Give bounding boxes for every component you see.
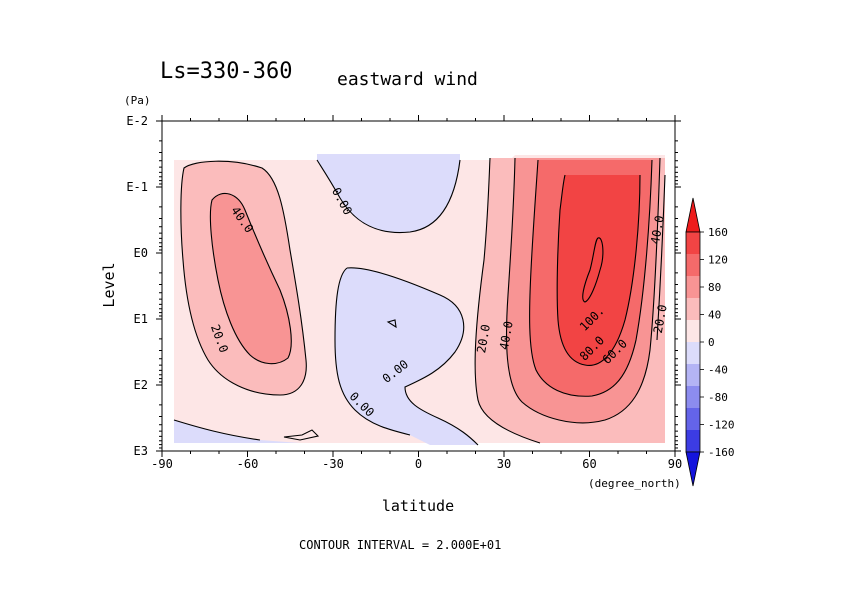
x-tick-label: -60 [237, 457, 259, 471]
contour-nh-100 [582, 237, 604, 303]
contour-label: 20.0 [474, 323, 493, 354]
contour-small-loop [283, 429, 320, 441]
colorbar-swatch [686, 232, 700, 254]
contour-nh-20-east [656, 174, 666, 341]
x-tick-label: 60 [582, 457, 596, 471]
x-axis-label: latitude [382, 497, 454, 515]
colorbar-swatch [686, 298, 700, 320]
contour-label: 20.0 [651, 303, 670, 334]
contour-sh-20 [180, 160, 307, 396]
contour-zero-middle [346, 267, 479, 446]
axis-minor-ticks [156, 115, 681, 457]
band-neg-middle [335, 267, 478, 445]
x-axis-tick-labels: -90 -60 -30 0 30 60 90 [151, 457, 682, 471]
colorbar-label: -160 [708, 446, 735, 459]
colorbar-swatch [686, 364, 700, 386]
y-tick-label: E0 [134, 246, 148, 260]
contour-label: 40.0 [497, 320, 516, 351]
contour-label: 40.0 [648, 214, 667, 245]
y-tick-label: E2 [134, 378, 148, 392]
contour-nh-80 [556, 174, 641, 366]
band-neg-bottom [174, 420, 300, 443]
contour-zero-bottom [173, 419, 261, 441]
colorbar-swatch [686, 386, 700, 408]
colorbar-label: -40 [708, 364, 728, 377]
colorbar-swatch [686, 430, 700, 452]
filled-contours [174, 154, 665, 445]
y-tick-label: E3 [134, 444, 148, 458]
x-tick-label: 30 [497, 457, 511, 471]
colorbar-label: -80 [708, 391, 728, 404]
x-tick-label: 90 [668, 457, 682, 471]
colorbar: 160 120 80 40 0 -40 -80 -120 -160 [685, 197, 735, 487]
y-tick-label: E-1 [126, 180, 148, 194]
colorbar-label: 120 [708, 254, 728, 267]
band-neg-upper [317, 154, 460, 233]
contour-zero-upper [316, 159, 461, 234]
x-tick-label: -90 [151, 457, 173, 471]
colorbar-label: 80 [708, 281, 721, 294]
contour-nh-20 [474, 157, 541, 444]
colorbar-bottom-arrow [685, 451, 701, 487]
colorbar-swatch [686, 320, 700, 342]
chart-title-right: eastward wind [337, 69, 478, 90]
y-axis-tick-labels: E-2 E-1 E0 E1 E2 E3 [126, 114, 148, 458]
colorbar-label: 40 [708, 309, 721, 322]
band-nh-80-100 [557, 175, 640, 366]
colorbar-swatch [686, 254, 700, 276]
y-axis-unit: (Pa) [124, 94, 151, 107]
y-tick-label: E-2 [126, 114, 148, 128]
colorbar-label: -120 [708, 419, 735, 432]
contour-small-dot [386, 319, 397, 329]
contour-nh-60 [529, 159, 653, 397]
contour-nh-40 [505, 157, 661, 424]
y-axis-label: Level [100, 262, 118, 307]
colorbar-top-arrow [685, 197, 701, 233]
y-tick-label: E1 [134, 312, 148, 326]
contour-interval-note: CONTOUR INTERVAL = 2.000E+01 [299, 538, 501, 552]
band-sh-40-60 [210, 193, 292, 364]
colorbar-swatch [686, 342, 700, 364]
contour-zero-middle-west [334, 267, 411, 436]
contour-sh-40 [209, 192, 292, 365]
colorbar-swatch [686, 408, 700, 430]
contour-lines [173, 157, 666, 446]
colorbar-label: 160 [708, 226, 728, 239]
x-tick-label: 0 [415, 457, 422, 471]
x-tick-label: -30 [322, 457, 344, 471]
colorbar-label: 0 [708, 336, 715, 349]
chart-title-left: Ls=330-360 [160, 59, 292, 84]
x-axis-unit: (degree_north) [588, 477, 681, 490]
colorbar-swatch [686, 276, 700, 298]
